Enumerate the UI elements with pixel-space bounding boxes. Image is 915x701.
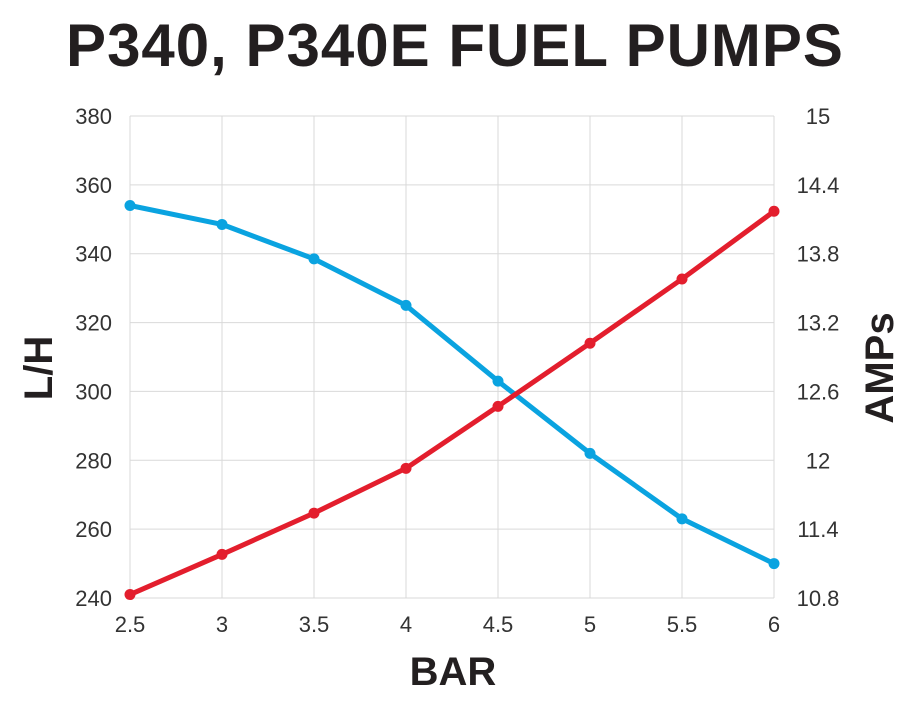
- amps-data-point: [584, 337, 596, 349]
- y-right-tick-label: 13.8: [797, 242, 840, 267]
- flow-data-point: [676, 513, 688, 525]
- x-tick-label: 4: [400, 612, 412, 637]
- x-tick-label: 5: [584, 612, 596, 637]
- y-right-tick-label: 15: [806, 104, 830, 129]
- y-axis-right-title: AMPs: [858, 312, 902, 423]
- amps-data-point: [400, 462, 412, 474]
- left-axis-ticks: 240 260 280 300 320 340 360 380: [75, 104, 112, 611]
- flow-data-point: [768, 558, 780, 570]
- x-tick-label: 6: [768, 612, 780, 637]
- right-axis-ticks: 10.8 11.4 12 12.6 13.2 13.8 14.4 15: [797, 104, 840, 611]
- y-right-tick-label: 14.4: [797, 173, 840, 198]
- flow-data-point: [216, 218, 228, 230]
- amps-data-point: [124, 589, 136, 601]
- amps-data-point: [676, 273, 688, 285]
- x-axis-title: BAR: [410, 650, 497, 694]
- y-axis-left-title: L/H: [17, 336, 61, 400]
- flow-data-point: [124, 200, 136, 212]
- x-tick-label: 2.5: [115, 612, 146, 637]
- y-right-tick-label: 13.2: [797, 311, 840, 336]
- y-right-tick-label: 12.6: [797, 379, 840, 404]
- amps-data-point: [216, 548, 228, 560]
- amps-series-line: [127, 208, 777, 598]
- y-left-tick-label: 360: [75, 173, 112, 198]
- y-left-tick-label: 260: [75, 517, 112, 542]
- flow-data-point: [308, 253, 320, 265]
- y-left-tick-label: 340: [75, 242, 112, 267]
- x-tick-label: 3.5: [299, 612, 330, 637]
- flow-series-line: [127, 203, 777, 567]
- grid-lines: [129, 115, 775, 599]
- x-axis-ticks: 2.5 3 3.5 4 4.5 5 5.5 6: [115, 612, 780, 637]
- x-tick-label: 5.5: [667, 612, 698, 637]
- flow-data-point: [584, 447, 596, 459]
- y-right-tick-label: 10.8: [797, 586, 840, 611]
- y-right-tick-label: 11.4: [797, 517, 838, 542]
- amps-data-point: [492, 400, 504, 412]
- y-left-tick-label: 240: [75, 586, 112, 611]
- flow-data-point: [400, 299, 412, 311]
- chart-title: P340, P340E FUEL PUMPS: [66, 12, 844, 79]
- y-left-tick-label: 280: [75, 448, 112, 473]
- x-tick-label: 4.5: [483, 612, 514, 637]
- amps-data-point: [768, 205, 780, 217]
- amps-data-point: [308, 507, 320, 519]
- series-group: [124, 200, 780, 601]
- flow-data-point: [492, 375, 504, 387]
- y-right-tick-label: 12: [806, 448, 830, 473]
- y-left-tick-label: 300: [75, 379, 112, 404]
- x-tick-label: 3: [216, 612, 228, 637]
- y-left-tick-label: 380: [75, 104, 112, 129]
- y-left-tick-label: 320: [75, 311, 112, 336]
